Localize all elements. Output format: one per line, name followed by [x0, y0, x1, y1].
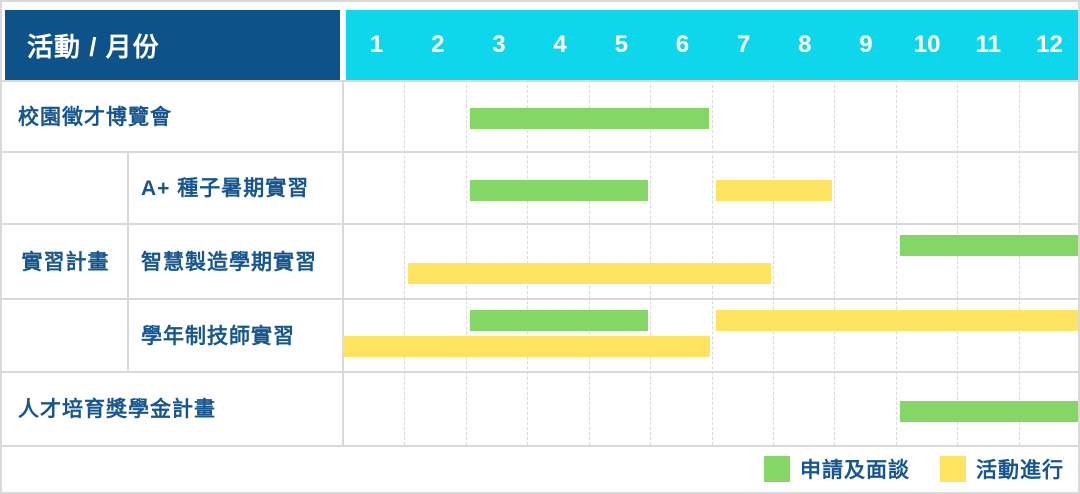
month-gridline [404, 80, 406, 445]
group-label-internship-program: 實習計畫 [4, 151, 127, 371]
row-separator-line [2, 298, 1078, 300]
legend-item-activity: 活動進行 [940, 454, 1064, 484]
group-label-text: 實習計畫 [21, 251, 110, 274]
month-label-6: 6 [675, 31, 690, 58]
bars-row-yearlong-technician [343, 298, 1078, 371]
gantt-bar-green [469, 179, 649, 201]
month-label-7: 7 [736, 31, 751, 58]
month-gridline [957, 80, 959, 445]
row-label-text: A+ 種子暑期實習 [141, 177, 310, 200]
legend-swatch-yellow [940, 455, 966, 482]
month-header: 1 2 3 4 5 6 7 8 9 10 11 12 [346, 10, 1078, 80]
bars-row-smart-manufacturing [343, 223, 1078, 298]
row-label-text: 智慧製造學期實習 [141, 250, 317, 274]
month-gridline [588, 80, 590, 445]
bars-row-campus-fair [343, 80, 1078, 151]
month-label-8: 8 [798, 31, 812, 58]
row-label-text: 學年制技師實習 [141, 324, 295, 348]
gantt-bar-yellow [408, 263, 771, 284]
month-label-9: 9 [859, 31, 873, 58]
row-separator-line [2, 223, 1078, 225]
gantt-bar-green [899, 235, 1078, 256]
row-separator-line [2, 445, 1078, 447]
gantt-bar-yellow [715, 310, 1078, 331]
row-label-text: 人才培育獎學金計畫 [18, 398, 216, 421]
legend-label: 活動進行 [976, 458, 1064, 482]
month-gridline [650, 80, 652, 445]
month-label-5: 5 [614, 31, 628, 58]
month-label-2: 2 [431, 31, 445, 58]
row-label-aplus-summer-internship: A+ 種子暑期實習 [129, 151, 342, 223]
legend-item-application: 申請及面談 [764, 454, 910, 484]
month-label-12: 12 [1036, 31, 1063, 58]
gantt-bar-yellow [343, 336, 710, 357]
gantt-bar-green [469, 108, 710, 129]
month-gridline [772, 80, 774, 445]
header-title: 活動 / 月份 [27, 31, 160, 62]
row-label-smart-manufacturing-internship: 智慧製造學期實習 [129, 223, 342, 298]
label-month-divider-line [342, 80, 344, 445]
row-label-scholarship-program: 人才培育獎學金計畫 [4, 371, 342, 445]
gantt-bar-green [899, 400, 1078, 422]
bars-row-scholarship [343, 371, 1078, 445]
group-sublabel-divider-line [127, 151, 129, 371]
month-gridline [527, 80, 529, 445]
month-gridline [711, 80, 713, 445]
month-label-10: 10 [913, 31, 941, 58]
row-label-text: 校園徵才博覽會 [18, 105, 172, 129]
header-title-cell: 活動 / 月份 [5, 10, 340, 80]
gantt-bar-yellow [715, 179, 833, 201]
month-gridline [895, 80, 897, 445]
row-separator-line [2, 151, 1078, 153]
month-gridline [1018, 80, 1020, 445]
month-label-1: 1 [369, 31, 384, 58]
month-label-11: 11 [975, 31, 1001, 58]
gantt-bar-green [469, 310, 649, 331]
legend: 申請及面談 活動進行 [2, 445, 1078, 492]
month-gridline [465, 80, 467, 445]
month-label-4: 4 [553, 31, 567, 58]
row-separator-line [2, 371, 1078, 373]
bars-row-aplus-summer [343, 151, 1078, 223]
legend-label: 申請及面談 [800, 458, 910, 482]
row-separator-line [2, 80, 1078, 82]
row-label-campus-fair: 校園徵才博覽會 [4, 80, 342, 151]
month-label-3: 3 [492, 31, 506, 58]
legend-swatch-green [764, 455, 790, 482]
row-label-yearlong-technician-internship: 學年制技師實習 [129, 298, 342, 371]
month-gridline [834, 80, 836, 445]
